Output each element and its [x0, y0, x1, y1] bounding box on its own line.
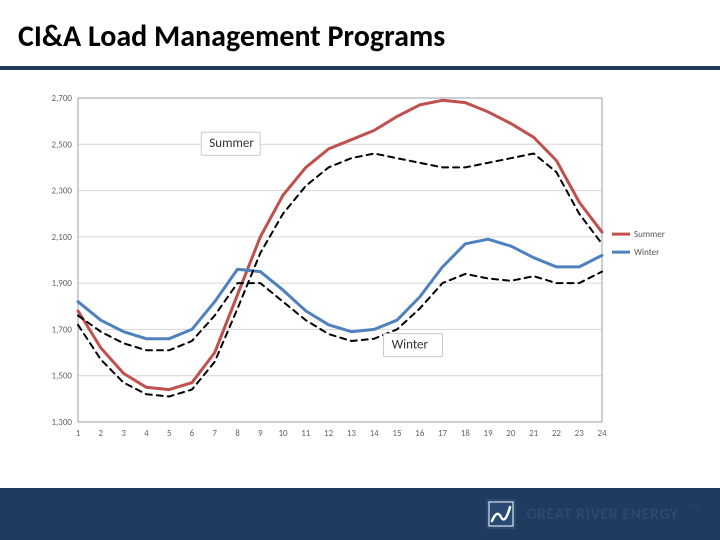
slide: CI&A Load Management Programs 1,300 1,500… — [0, 0, 720, 540]
y-tick-label: 2,300 — [52, 186, 73, 197]
x-tick-label: 15 — [392, 428, 402, 439]
page-title: CI&A Load Management Programs — [18, 18, 445, 55]
inline-label: Summer — [209, 136, 254, 151]
x-tick-label: 20 — [506, 428, 516, 439]
y-tick-label: 2,100 — [52, 232, 73, 243]
x-tick-label: 6 — [190, 428, 195, 439]
footer-bar: GREAT RIVER ENERGY TM — [0, 488, 720, 540]
x-tick-label: 19 — [484, 428, 494, 439]
x-tick-label: 22 — [552, 428, 562, 439]
x-tick-label: 18 — [461, 428, 471, 439]
y-tick-label: 1,700 — [52, 324, 73, 335]
x-tick-label: 7 — [212, 428, 217, 439]
y-tick-label: 2,700 — [52, 93, 73, 104]
inline-label: Winter — [392, 338, 429, 353]
x-tick-label: 2 — [99, 428, 104, 439]
brand-tm: TM — [689, 502, 698, 511]
x-tick-label: 12 — [324, 428, 334, 439]
legend-label: Summer — [634, 229, 665, 240]
y-tick-label: 1,500 — [52, 371, 73, 382]
y-tick-label: 2,500 — [52, 139, 73, 150]
x-tick-label: 5 — [167, 428, 172, 439]
x-tick-label: 3 — [121, 428, 126, 439]
y-tick-label: 1,900 — [52, 278, 73, 289]
x-tick-label: 9 — [258, 428, 263, 439]
x-tick-label: 24 — [597, 428, 607, 439]
legend-label: Winter — [634, 247, 659, 258]
chart-svg: 1,300 1,500 1,700 1,900 2,100 2,300 2,500 2,700… — [30, 90, 690, 450]
x-tick-label: 8 — [235, 428, 240, 439]
x-tick-label: 1 — [76, 428, 81, 439]
y-tick-label: 1,300 — [52, 417, 73, 428]
x-tick-label: 11 — [301, 428, 311, 439]
brand-name: GREAT RIVER ENERGY — [526, 505, 678, 524]
load-chart: 1,300 1,500 1,700 1,900 2,100 2,300 2,500 2,700… — [30, 90, 690, 450]
x-tick-label: 21 — [529, 428, 539, 439]
title-rule — [0, 66, 720, 70]
x-tick-label: 16 — [415, 428, 425, 439]
brand-logo-icon — [486, 499, 516, 529]
x-tick-label: 4 — [144, 428, 149, 439]
x-tick-label: 17 — [438, 428, 448, 439]
x-tick-label: 10 — [278, 428, 288, 439]
x-tick-label: 13 — [347, 428, 357, 439]
x-tick-label: 23 — [575, 428, 585, 439]
x-tick-label: 14 — [370, 428, 380, 439]
brand: GREAT RIVER ENERGY TM — [486, 496, 698, 532]
